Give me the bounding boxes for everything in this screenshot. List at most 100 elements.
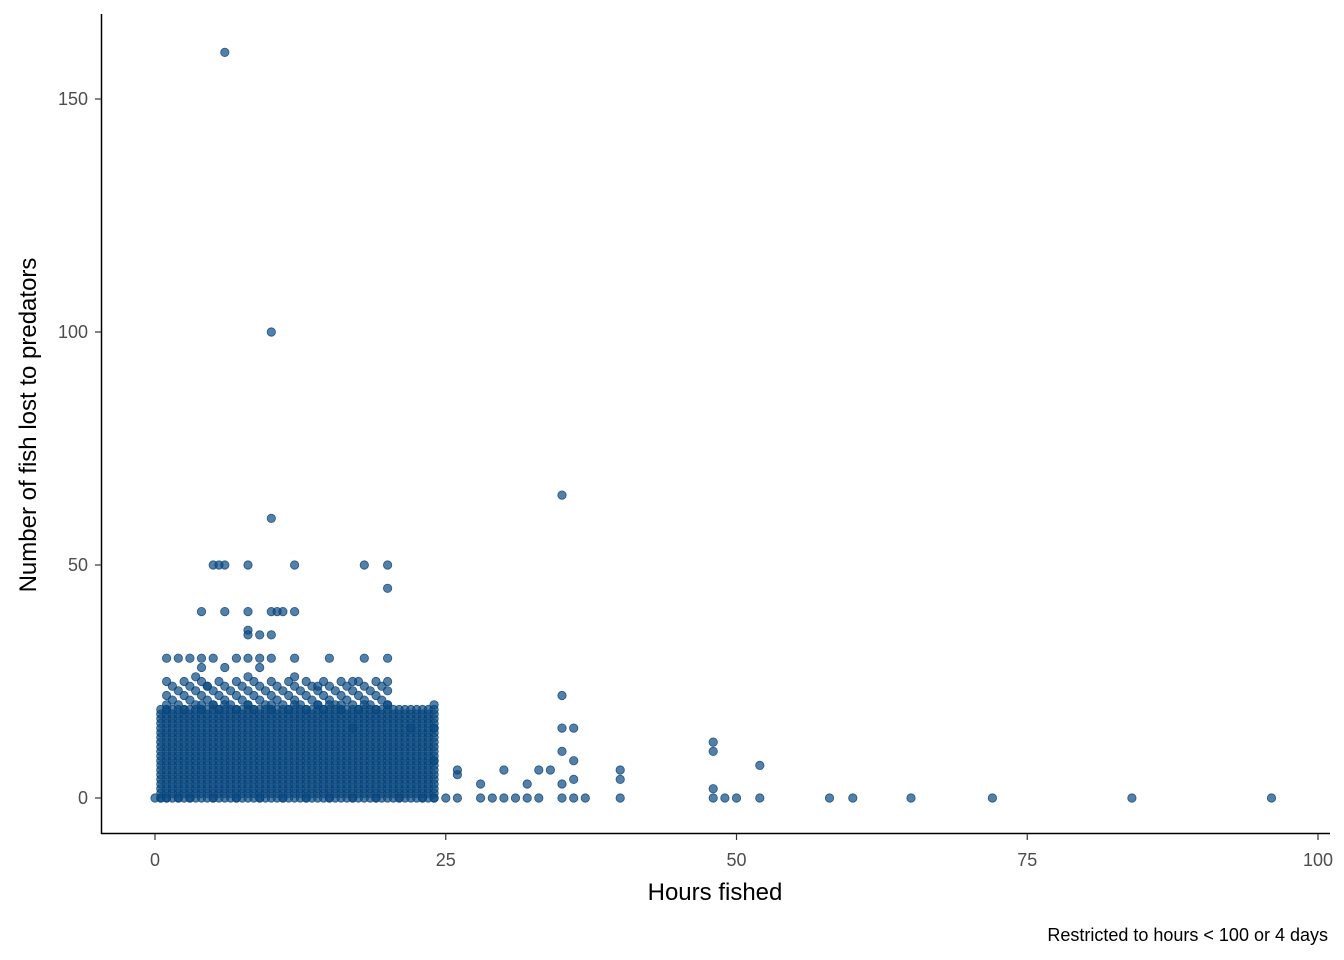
data-point (324, 700, 334, 710)
data-point (569, 793, 579, 803)
data-point (196, 700, 207, 710)
data-point (359, 700, 369, 710)
data-point (452, 793, 462, 803)
data-point (452, 770, 462, 780)
data-point (429, 723, 439, 733)
data-point (202, 681, 212, 691)
data-point (406, 723, 416, 733)
data-point (289, 606, 300, 617)
data-point (382, 686, 393, 696)
data-point (755, 793, 765, 803)
data-point (278, 793, 288, 803)
y-tick-label: 0 (78, 788, 88, 808)
data-point (615, 793, 625, 803)
data-point (162, 700, 172, 710)
data-point (348, 723, 358, 733)
data-point (382, 583, 393, 593)
data-point (348, 676, 358, 687)
x-axis-title: Hours fished (648, 879, 783, 906)
data-point (382, 676, 393, 687)
data-point (720, 793, 730, 803)
data-point (708, 737, 718, 747)
data-point (301, 704, 311, 715)
data-point (708, 746, 718, 757)
data-point (522, 793, 532, 803)
data-point (557, 793, 567, 803)
data-point (417, 793, 428, 803)
data-point (191, 672, 201, 682)
data-point (185, 793, 195, 803)
y-tick-label: 150 (58, 89, 88, 109)
x-tick-label: 0 (150, 850, 160, 870)
data-point (429, 756, 439, 766)
data-point (162, 793, 172, 803)
data-point (255, 630, 265, 640)
data-point (824, 793, 835, 803)
data-point (371, 704, 381, 715)
caption: Restricted to hours < 100 or 4 days (1047, 925, 1328, 945)
data-point (382, 653, 393, 663)
data-point (220, 606, 230, 617)
data-point (313, 700, 323, 710)
data-point (557, 490, 567, 500)
data-point (266, 513, 276, 524)
data-point (557, 779, 567, 789)
data-point (266, 700, 276, 710)
data-point (220, 560, 230, 570)
data-point (231, 704, 241, 715)
data-point (208, 700, 218, 710)
data-point (255, 662, 265, 673)
data-point (848, 793, 858, 803)
data-point (429, 700, 439, 710)
data-point (534, 765, 544, 775)
data-point (289, 672, 300, 682)
data-point (173, 653, 183, 663)
data-point (441, 793, 451, 803)
data-point (208, 793, 218, 803)
x-tick-label: 75 (1017, 850, 1037, 870)
data-point (196, 653, 207, 663)
data-point (906, 793, 916, 803)
data-point (249, 704, 259, 715)
data-point (162, 653, 172, 663)
ticks-layer: 0 25 50 75 100 0 50 100 150 (58, 89, 1333, 870)
data-point (231, 653, 241, 663)
data-point (220, 47, 230, 58)
data-point (220, 700, 230, 710)
points-layer (150, 47, 1277, 803)
data-point (615, 774, 625, 785)
data-point (731, 793, 742, 803)
y-tick-label: 50 (68, 555, 88, 575)
data-point (220, 662, 230, 673)
data-point (557, 690, 567, 701)
data-point (382, 700, 393, 710)
data-point (510, 793, 521, 803)
data-point (284, 676, 294, 687)
data-point (394, 793, 404, 803)
data-point (1266, 793, 1277, 803)
data-point (255, 653, 265, 663)
data-point (475, 779, 486, 789)
data-point (196, 606, 207, 617)
data-point (278, 606, 288, 617)
data-point (487, 793, 497, 803)
data-point (522, 779, 532, 789)
data-point (266, 630, 276, 640)
data-point (324, 653, 334, 663)
data-point (266, 653, 276, 663)
data-point (196, 662, 207, 673)
data-point (208, 653, 218, 663)
data-point (1127, 793, 1137, 803)
data-point (324, 793, 334, 803)
data-point (179, 704, 189, 715)
data-point (371, 793, 381, 803)
data-point (289, 700, 300, 710)
data-point (534, 793, 544, 803)
data-point (301, 793, 311, 803)
x-tick-label: 25 (436, 850, 456, 870)
data-point (569, 774, 579, 785)
data-point (569, 756, 579, 766)
data-point (243, 560, 253, 570)
data-point (615, 765, 625, 775)
data-point (545, 765, 556, 775)
